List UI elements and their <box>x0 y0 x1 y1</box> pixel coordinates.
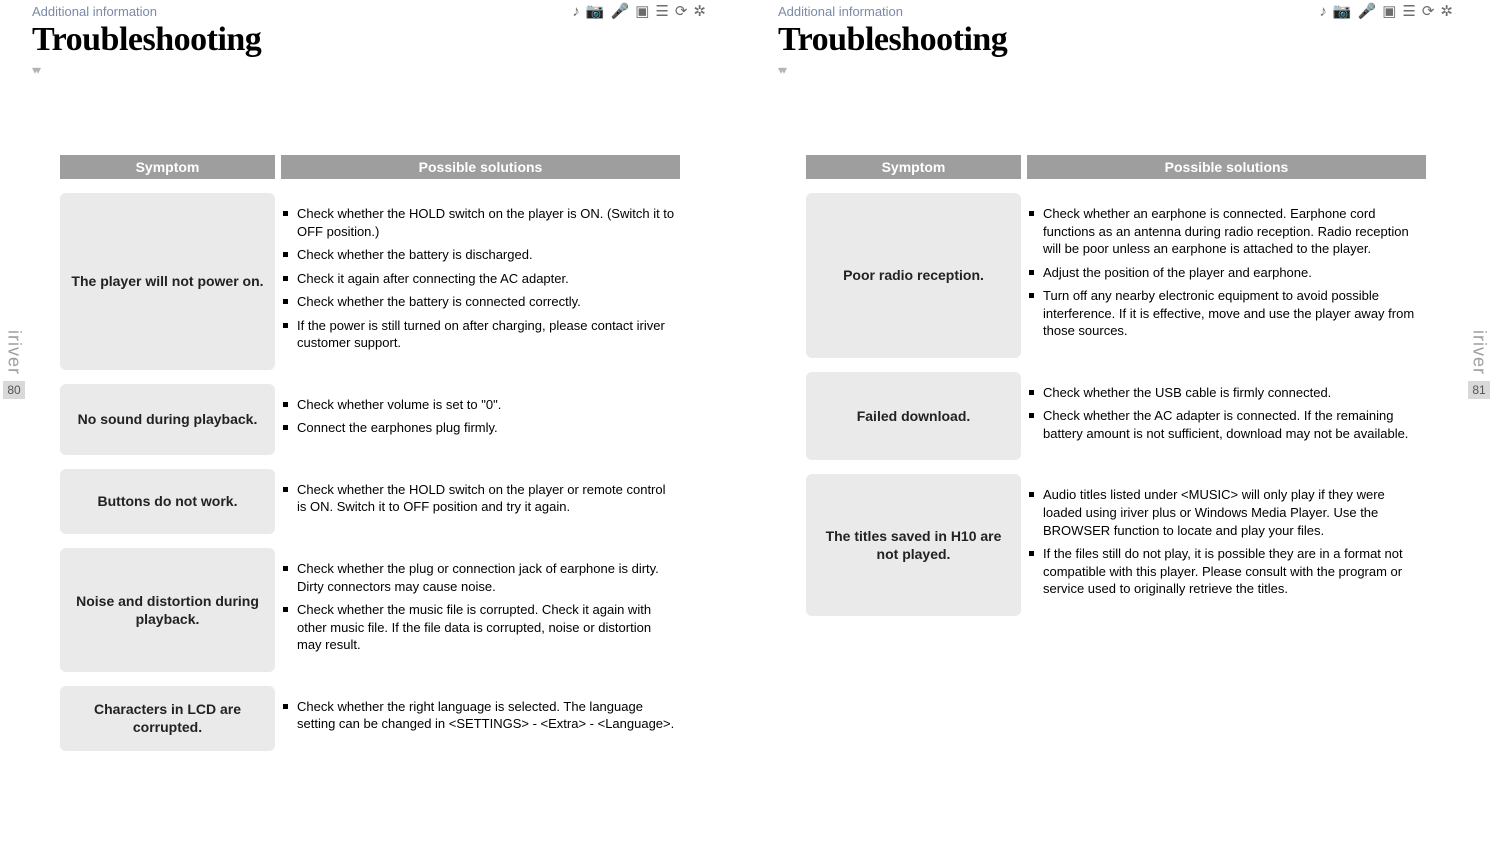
solution-item: Adjust the position of the player and ea… <box>1029 264 1424 288</box>
mic-icon: 🎤 <box>1358 4 1377 19</box>
symptom-cell: The titles saved in H10 are not played. <box>806 474 1021 615</box>
table-row: Buttons do not work.Check whether the HO… <box>60 469 680 534</box>
symptom-cell: Poor radio reception. <box>806 193 1021 358</box>
image-icon: ▣ <box>635 4 649 19</box>
solution-item: Check whether the plug or connection jac… <box>283 560 678 601</box>
symptom-cell: Buttons do not work. <box>60 469 275 534</box>
symptom-cell: Failed download. <box>806 372 1021 461</box>
solution-item: Check whether an earphone is connected. … <box>1029 205 1424 264</box>
chevron-down-icon: ▾▾ <box>746 63 1493 77</box>
additional-info-label: Additional information <box>778 4 903 19</box>
brand-label: iriver <box>4 330 25 375</box>
solution-item: Check whether the AC adapter is connecte… <box>1029 407 1424 448</box>
table-row: The player will not power on.Check wheth… <box>60 193 680 370</box>
table-row: Noise and distortion during playback.Che… <box>60 548 680 672</box>
solution-item: Check whether the right language is sele… <box>283 698 678 739</box>
camera-icon: 📷 <box>1333 4 1352 19</box>
list-icon: ☰ <box>655 4 668 19</box>
music-icon: ♪ <box>572 4 580 19</box>
solution-item: Check whether the battery is connected c… <box>283 293 678 317</box>
page-right: Additional information ♪ 📷 🎤 ▣ ☰ ⟳ ✲ Tro… <box>746 0 1493 851</box>
table-row: No sound during playback.Check whether v… <box>60 384 680 455</box>
list-icon: ☰ <box>1402 4 1415 19</box>
table-row: Poor radio reception.Check whether an ea… <box>806 193 1426 358</box>
top-row: Additional information ♪ 📷 🎤 ▣ ☰ ⟳ ✲ <box>746 4 1493 19</box>
sync-icon: ⟳ <box>675 4 688 19</box>
solution-item: Check whether the music file is corrupte… <box>283 601 678 660</box>
solution-cell: Check whether the USB cable is firmly co… <box>1027 372 1426 461</box>
troubleshooting-table: Symptom Possible solutions Poor radio re… <box>806 155 1426 616</box>
settings-icon: ✲ <box>693 4 706 19</box>
page-number: 80 <box>3 381 24 399</box>
solution-cell: Check whether the HOLD switch on the pla… <box>281 469 680 534</box>
top-row: Additional information ♪ 📷 🎤 ▣ ☰ ⟳ ✲ <box>0 4 746 19</box>
chevron-down-icon: ▾▾ <box>0 63 746 77</box>
status-icons: ♪ 📷 🎤 ▣ ☰ ⟳ ✲ <box>1319 4 1453 19</box>
solution-cell: Check whether the plug or connection jac… <box>281 548 680 672</box>
solution-cell: Check whether the right language is sele… <box>281 686 680 751</box>
image-icon: ▣ <box>1382 4 1396 19</box>
page-number: 81 <box>1468 381 1489 399</box>
solution-item: If the power is still turned on after ch… <box>283 317 678 358</box>
table-body-left: The player will not power on.Check wheth… <box>60 193 680 751</box>
music-icon: ♪ <box>1319 4 1327 19</box>
solution-item: Turn off any nearby electronic equipment… <box>1029 287 1424 346</box>
solution-cell: Check whether volume is set to "0".Conne… <box>281 384 680 455</box>
solution-item: Check whether the HOLD switch on the pla… <box>283 481 678 522</box>
sync-icon: ⟳ <box>1422 4 1435 19</box>
solution-item: Check whether the battery is discharged. <box>283 246 678 270</box>
table-header: Symptom Possible solutions <box>806 155 1426 179</box>
page-title: Troubleshooting <box>0 19 746 63</box>
troubleshooting-table: Symptom Possible solutions The player wi… <box>60 155 680 751</box>
camera-icon: 📷 <box>586 4 605 19</box>
symptom-cell: Noise and distortion during playback. <box>60 548 275 672</box>
page-left: Additional information ♪ 📷 🎤 ▣ ☰ ⟳ ✲ Tro… <box>0 0 746 851</box>
solution-item: Audio titles listed under <MUSIC> will o… <box>1029 486 1424 545</box>
side-tab: iriver 80 <box>0 330 28 450</box>
page-title: Troubleshooting <box>746 19 1493 63</box>
solution-item: Check whether volume is set to "0". <box>283 396 678 420</box>
header-symptom: Symptom <box>60 155 275 179</box>
header-solutions: Possible solutions <box>281 155 680 179</box>
symptom-cell: Characters in LCD are corrupted. <box>60 686 275 751</box>
solution-item: Check it again after connecting the AC a… <box>283 270 678 294</box>
solution-cell: Check whether the HOLD switch on the pla… <box>281 193 680 370</box>
symptom-cell: No sound during playback. <box>60 384 275 455</box>
table-row: Failed download. Check whether the USB ca… <box>806 372 1426 461</box>
solution-item: Check whether the USB cable is firmly co… <box>1029 384 1424 408</box>
solution-item: If the files still do not play, it is po… <box>1029 545 1424 604</box>
table-row: The titles saved in H10 are not played.A… <box>806 474 1426 615</box>
brand-label: iriver <box>1469 330 1490 375</box>
table-body-right: Poor radio reception.Check whether an ea… <box>806 193 1426 616</box>
solution-item: Check whether the HOLD switch on the pla… <box>283 205 678 246</box>
status-icons: ♪ 📷 🎤 ▣ ☰ ⟳ ✲ <box>572 4 706 19</box>
symptom-cell: The player will not power on. <box>60 193 275 370</box>
additional-info-label: Additional information <box>32 4 157 19</box>
header-solutions: Possible solutions <box>1027 155 1426 179</box>
solution-cell: Check whether an earphone is connected. … <box>1027 193 1426 358</box>
mic-icon: 🎤 <box>611 4 630 19</box>
settings-icon: ✲ <box>1440 4 1453 19</box>
side-tab: iriver 81 <box>1465 330 1493 450</box>
table-row: Characters in LCD are corrupted.Check wh… <box>60 686 680 751</box>
solution-cell: Audio titles listed under <MUSIC> will o… <box>1027 474 1426 615</box>
table-header: Symptom Possible solutions <box>60 155 680 179</box>
header-symptom: Symptom <box>806 155 1021 179</box>
solution-item: Connect the earphones plug firmly. <box>283 419 678 443</box>
